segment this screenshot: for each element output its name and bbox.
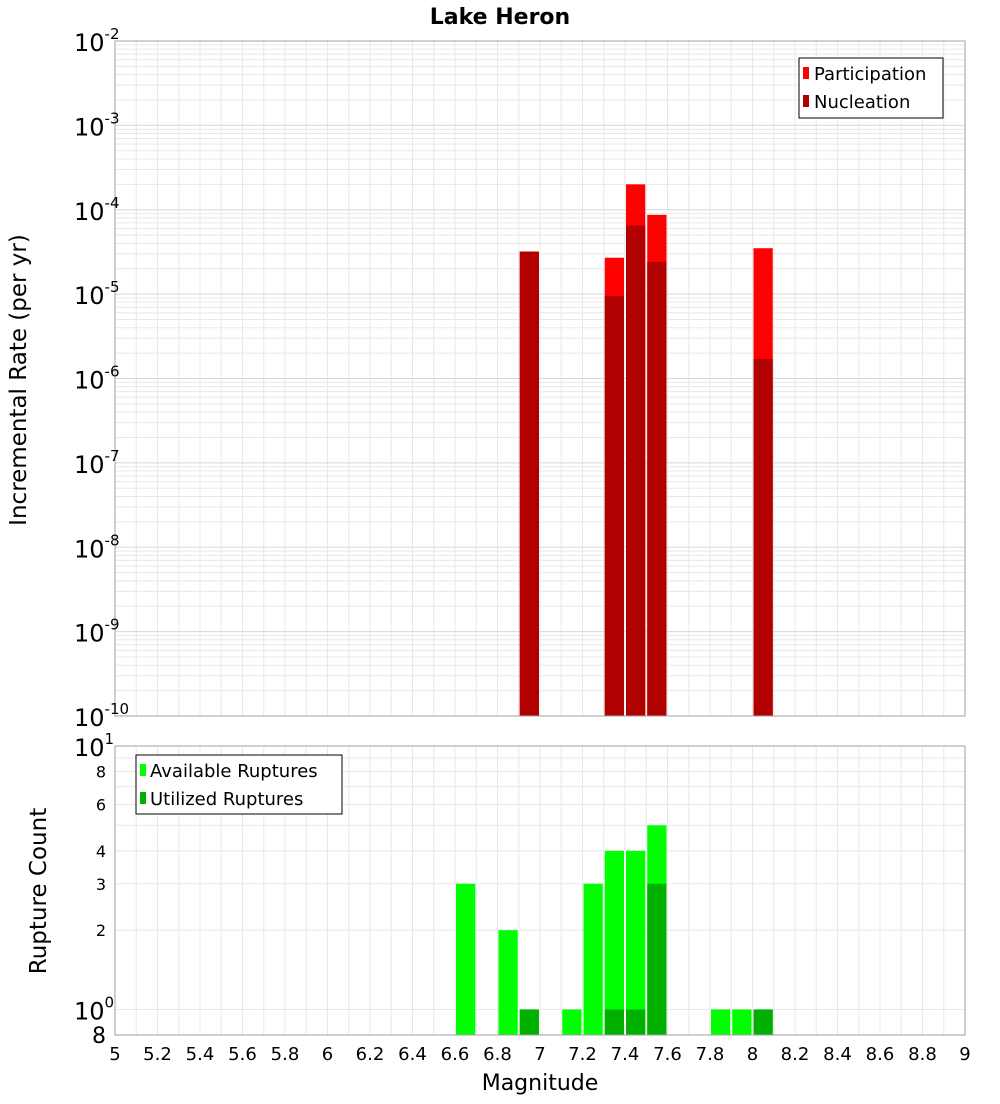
top-y-tick-label: 10-2 — [74, 25, 120, 57]
bottom-plot-frame — [114, 745, 966, 1036]
bottom-available-ruptures-bar — [456, 883, 476, 1035]
x-tick-label: 8.2 — [781, 1044, 810, 1065]
bottom-utilized-ruptures-bar — [519, 1009, 539, 1035]
x-tick-label: 5.2 — [143, 1044, 172, 1065]
bottom-available-ruptures-bar — [604, 850, 624, 1035]
chart-title: Lake Heron — [430, 5, 570, 30]
bottom-available-ruptures-bar — [498, 930, 518, 1035]
legend-label-utilized: Utilized Ruptures — [150, 789, 303, 810]
x-tick-label: 5.6 — [228, 1044, 257, 1065]
top-y-tick-label: 10-5 — [74, 278, 120, 310]
top-y-tick-labels: 10-10 10-9 10-8 10-7 10-6 10-5 10-4 10-3 10-2 — [74, 25, 129, 732]
bottom-available-ruptures-bar — [626, 850, 646, 1035]
x-tick-label: 8 — [747, 1044, 758, 1065]
top-legend: Participation Nucleation — [798, 57, 944, 119]
top-y-tick-label: 10-8 — [74, 531, 120, 563]
bottom-y-tick-label: 4 — [96, 842, 106, 861]
x-tick-label: 6.6 — [441, 1044, 470, 1065]
bottom-y-tick-label: 8 — [92, 1024, 106, 1049]
top-plot-panel: 10-10 10-9 10-8 10-7 10-6 10-5 10-4 10-3 10-2 Pa… — [74, 25, 966, 732]
top-legend-box — [798, 57, 944, 119]
top-plot-frame — [114, 40, 966, 717]
bottom-y-axis-label: Rupture Count — [26, 808, 52, 974]
x-tick-label: 9 — [959, 1044, 970, 1065]
x-tick-label: 6.4 — [398, 1044, 427, 1065]
bottom-available-ruptures-bar — [562, 1009, 582, 1035]
bottom-bars — [456, 825, 773, 1035]
x-tick-labels: 5 5.2 5.4 5.6 5.8 6 6.2 6.4 6.6 6.8 7 7.2 7.4 7.6 7.8 8… — [109, 1044, 970, 1065]
x-tick-label: 5.8 — [271, 1044, 300, 1065]
top-bars — [519, 184, 773, 717]
legend-label-available: Available Ruptures — [150, 761, 318, 782]
top-y-tick-label: 10-3 — [74, 109, 120, 141]
top-nucleation-bar — [753, 359, 773, 716]
top-nucleation-bar — [647, 262, 667, 716]
bottom-y-tick-label: 101 — [74, 730, 114, 762]
bottom-legend-box — [135, 754, 343, 815]
top-grid — [114, 41, 966, 717]
top-nucleation-bar — [604, 296, 624, 716]
legend-swatch-participation — [803, 67, 809, 79]
legend-swatch-utilized — [140, 792, 146, 804]
bottom-y-tick-label: 2 — [96, 921, 106, 940]
bottom-utilized-ruptures-bar — [753, 1009, 773, 1035]
bottom-available-ruptures-bar — [583, 883, 603, 1035]
x-tick-label: 7.8 — [696, 1044, 725, 1065]
bottom-utilized-ruptures-bar — [647, 883, 667, 1035]
legend-swatch-nucleation — [803, 95, 809, 107]
bottom-y-tick-label: 8 — [96, 763, 106, 782]
bottom-available-ruptures-bar — [732, 1009, 752, 1035]
bottom-legend: Available Ruptures Utilized Ruptures — [135, 754, 343, 815]
x-tick-label: 7 — [534, 1044, 545, 1065]
top-y-tick-label: 10-10 — [74, 700, 129, 732]
bottom-y-tick-label: 100 — [74, 993, 114, 1025]
x-tick-label: 8.4 — [823, 1044, 852, 1065]
x-tick-label: 6.2 — [356, 1044, 385, 1065]
x-tick-label: 7.4 — [611, 1044, 640, 1065]
x-tick-label: 8.6 — [866, 1044, 895, 1065]
bottom-y-tick-label: 6 — [96, 795, 106, 814]
x-tick-label: 6 — [322, 1044, 333, 1065]
top-y-tick-label: 10-6 — [74, 363, 120, 395]
x-tick-label: 7.6 — [653, 1044, 682, 1065]
top-y-tick-label: 10-4 — [74, 194, 120, 226]
x-tick-label: 6.8 — [483, 1044, 512, 1065]
legend-label-participation: Participation — [814, 64, 926, 85]
top-y-tick-label: 10-9 — [74, 616, 120, 648]
top-y-axis-label: Incremental Rate (per yr) — [6, 234, 32, 526]
x-axis-label: Magnitude — [482, 1071, 599, 1096]
top-nucleation-bar — [519, 251, 539, 716]
bottom-y-tick-label: 3 — [96, 875, 106, 894]
legend-swatch-available — [140, 764, 146, 776]
x-tick-label: 8.8 — [908, 1044, 937, 1065]
x-tick-label: 5 — [109, 1044, 120, 1065]
top-y-tick-label: 10-7 — [74, 447, 120, 479]
bottom-available-ruptures-bar — [711, 1009, 731, 1035]
x-tick-label: 5.4 — [186, 1044, 215, 1065]
bottom-utilized-ruptures-bar — [604, 1009, 624, 1035]
x-tick-label: 7.2 — [568, 1044, 597, 1065]
legend-label-nucleation: Nucleation — [814, 92, 910, 113]
top-nucleation-bar — [626, 225, 646, 716]
bottom-utilized-ruptures-bar — [626, 1009, 646, 1035]
